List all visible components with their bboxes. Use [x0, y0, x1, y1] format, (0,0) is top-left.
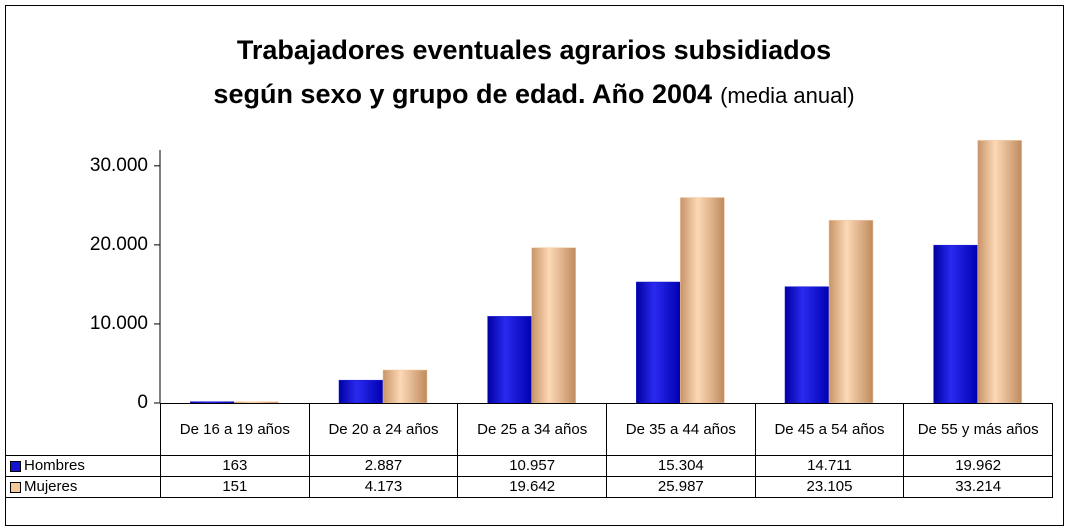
- bar: [828, 220, 874, 404]
- data-label: 19.962: [903, 455, 1053, 477]
- frame: [5, 5, 1064, 526]
- x-tick-label: De 55 y más años: [903, 403, 1053, 456]
- data-label: 19.642: [457, 476, 607, 498]
- data-label: 25.987: [606, 476, 756, 498]
- x-tick-label: De 35 a 44 años: [606, 403, 756, 456]
- chart-subtitle: (media anual): [720, 83, 855, 108]
- data-label: 14.711: [754, 455, 905, 477]
- data-label: 151: [160, 476, 310, 498]
- data-label: 33.214: [903, 476, 1053, 498]
- data-label: 10.957: [457, 455, 607, 477]
- bar: [784, 286, 830, 404]
- y-tick-label: 10.000: [90, 313, 148, 334]
- data-label: 163: [160, 455, 310, 477]
- bar: [977, 140, 1022, 404]
- bar: [933, 244, 978, 404]
- y-tick-label: 30.000: [90, 155, 148, 176]
- legend-label: Mujeres: [24, 478, 78, 495]
- data-label: 4.173: [308, 476, 459, 498]
- bar: [338, 379, 384, 404]
- legend-label: Hombres: [24, 457, 85, 474]
- chart-title: Trabajadores eventuales agrarios subsidi…: [237, 35, 831, 65]
- chart-title: según sexo y grupo de edad. Año 2004: [213, 79, 712, 109]
- bar: [487, 316, 532, 404]
- y-tick-label: 0: [137, 392, 148, 413]
- legend-entry: Hombres: [5, 455, 161, 477]
- legend-swatch: [10, 481, 21, 493]
- bar: [234, 401, 279, 404]
- x-tick-label: De 16 a 19 años: [160, 403, 310, 456]
- legend-swatch: [10, 460, 21, 472]
- x-tick-label: De 25 a 34 años: [457, 403, 607, 456]
- x-tick-label: De 45 a 54 años: [754, 403, 905, 456]
- data-label: 2.887: [308, 455, 459, 477]
- bar: [531, 247, 576, 404]
- y-tick-label: 20.000: [90, 234, 148, 255]
- bar: [680, 197, 725, 404]
- legend-entry: Mujeres: [5, 476, 161, 498]
- bar: [382, 369, 428, 404]
- bar: [636, 281, 681, 404]
- data-label: 15.304: [606, 455, 756, 477]
- data-label: 23.105: [754, 476, 905, 498]
- x-tick-label: De 20 a 24 años: [308, 403, 459, 456]
